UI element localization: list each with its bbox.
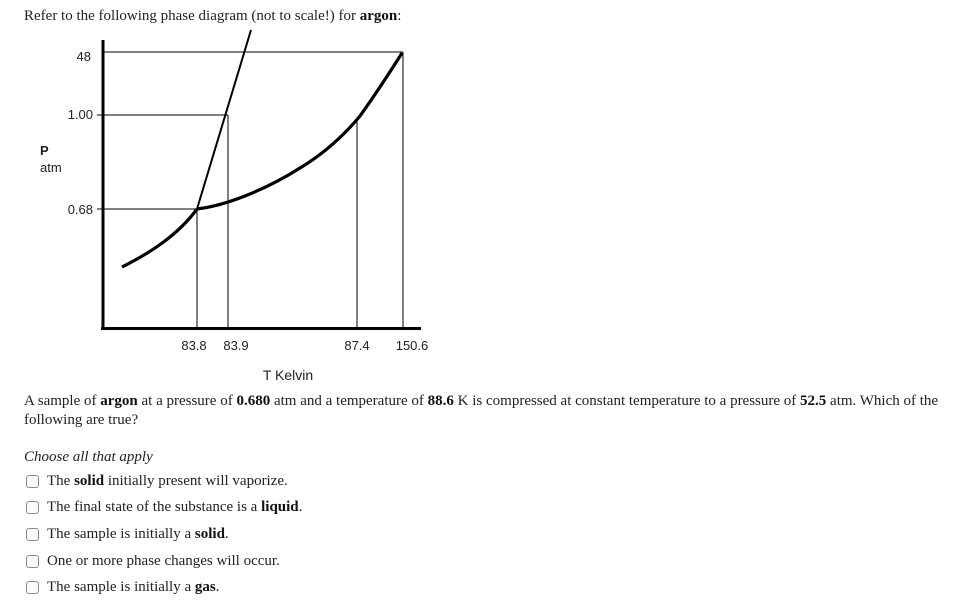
fusion-curve [196, 29, 252, 210]
question-text: A sample of argon at a pressure of 0.680… [24, 393, 939, 428]
vaporization-curve [196, 52, 404, 211]
option-checkbox[interactable] [26, 554, 39, 568]
answer-options: The solid initially present will vaporiz… [26, 468, 302, 601]
option-initially-gas[interactable]: The sample is initially a gas. [26, 574, 302, 601]
x-tick-87-4: 87.4 [344, 338, 369, 353]
option-checkbox[interactable] [26, 581, 39, 595]
option-solid-vaporize[interactable]: The solid initially present will vaporiz… [26, 468, 302, 495]
y-axis-label-atm: atm [40, 160, 62, 175]
substance-name: argon [359, 8, 398, 24]
option-checkbox[interactable] [26, 527, 39, 541]
option-label: The sample is initially a gas. [47, 579, 220, 596]
x-tick-83-8: 83.8 [181, 338, 206, 353]
x-axis-label: T Kelvin [263, 367, 313, 383]
option-final-liquid[interactable]: The final state of the substance is a li… [26, 495, 302, 522]
x-tick-83-9: 83.9 [223, 338, 248, 353]
intro-text: Refer to the following phase diagram (no… [24, 8, 402, 24]
x-tick-150-6: 150.6 [396, 338, 429, 353]
y-axis-label-p: P [40, 143, 49, 158]
option-phase-changes[interactable]: One or more phase changes will occur. [26, 548, 302, 575]
option-checkbox[interactable] [26, 474, 39, 488]
option-label: The solid initially present will vaporiz… [47, 472, 288, 489]
y-tick-1-00: 1.00 [68, 107, 93, 122]
y-tick-0-68: 0.68 [68, 202, 93, 217]
instruction-text: Choose all that apply [24, 449, 153, 465]
option-checkbox[interactable] [26, 501, 39, 515]
y-tick-48: 48 [77, 49, 91, 64]
sublimation-curve [121, 208, 199, 269]
option-label: One or more phase changes will occur. [47, 552, 280, 569]
option-initially-solid[interactable]: The sample is initially a solid. [26, 521, 302, 548]
option-label: The final state of the substance is a li… [47, 499, 303, 516]
option-label: The sample is initially a solid. [47, 525, 229, 542]
phase-diagram: 48 1.00 0.68 P atm 83.8 83.9 87.4 150.6 … [40, 29, 429, 383]
